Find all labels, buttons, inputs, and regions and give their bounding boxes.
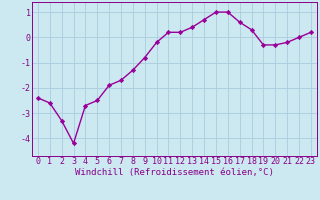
X-axis label: Windchill (Refroidissement éolien,°C): Windchill (Refroidissement éolien,°C) (75, 168, 274, 177)
